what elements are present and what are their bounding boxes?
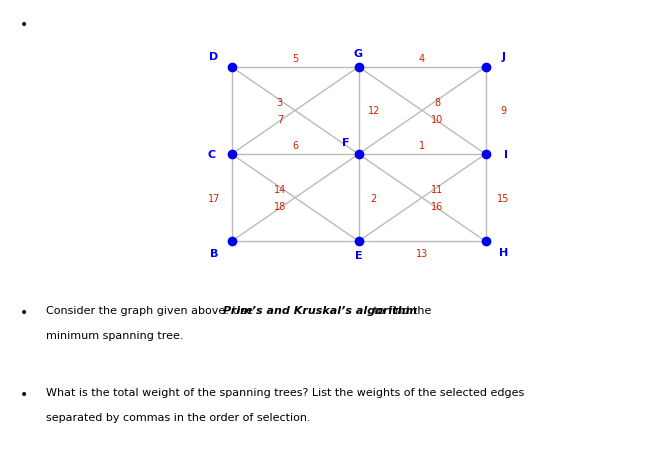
Text: separated by commas in the order of selection.: separated by commas in the order of sele… [46,412,311,422]
Text: •: • [20,305,28,319]
Text: I: I [504,150,508,160]
Text: •: • [20,18,28,32]
Text: Prim’s and Kruskal’s algorithm: Prim’s and Kruskal’s algorithm [223,305,417,315]
Text: 3: 3 [277,97,283,107]
Text: H: H [499,247,508,257]
Text: 10: 10 [431,115,444,125]
Text: G: G [354,49,363,59]
Text: 8: 8 [434,97,440,107]
Text: 13: 13 [416,249,428,259]
Text: What is the total weight of the spanning trees? List the weights of the selected: What is the total weight of the spanning… [46,387,525,397]
Text: 2: 2 [371,193,377,203]
Text: minimum spanning tree.: minimum spanning tree. [46,330,184,340]
Text: 5: 5 [292,54,298,64]
Text: to find the: to find the [370,305,431,315]
Text: 14: 14 [274,185,286,194]
Text: D: D [209,52,218,62]
Text: 1: 1 [419,141,425,151]
Text: E: E [355,251,363,261]
Text: •: • [20,387,28,401]
Text: J: J [501,52,505,62]
Text: 9: 9 [500,106,507,116]
Text: C: C [207,150,215,160]
Text: 15: 15 [497,193,509,203]
Text: Consider the graph given above. Use: Consider the graph given above. Use [46,305,257,315]
Text: 6: 6 [292,141,298,151]
Text: 18: 18 [274,202,286,212]
Text: B: B [210,249,218,259]
Text: 11: 11 [431,185,444,194]
Text: 4: 4 [419,54,425,64]
Text: 12: 12 [368,106,380,116]
Text: 17: 17 [208,193,220,203]
Text: 16: 16 [431,202,444,212]
Text: 7: 7 [277,115,283,125]
Text: F: F [342,137,350,147]
